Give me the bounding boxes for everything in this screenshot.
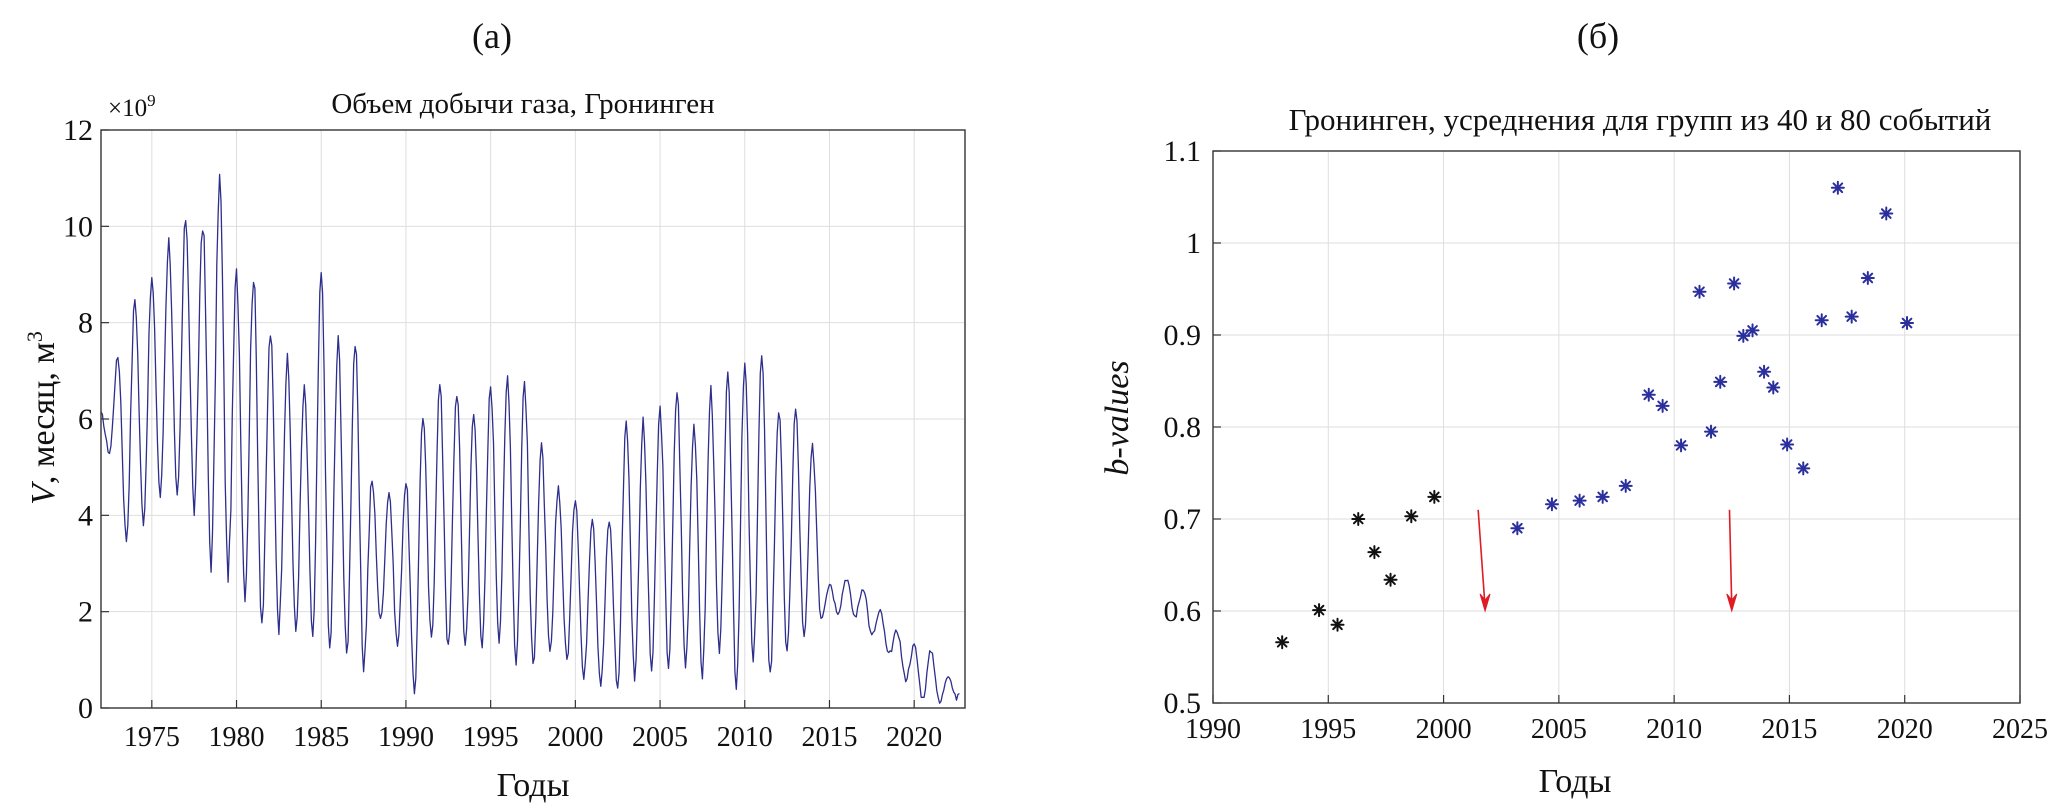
x-tick-label: 2015 <box>801 722 857 753</box>
x-tick-label: 1975 <box>124 722 180 753</box>
annotation-arrow <box>1477 509 1491 613</box>
panel-b-arrows <box>1477 509 1738 613</box>
y-tick-label: 4 <box>78 499 93 532</box>
x-tick-label: 2005 <box>1531 714 1587 745</box>
y-tick-label: 0 <box>78 692 93 725</box>
data-point <box>1544 497 1559 512</box>
x-tick-label: 1990 <box>1185 714 1241 745</box>
y-tick-label: 0.5 <box>1164 687 1202 720</box>
x-tick-label: 2000 <box>1416 714 1472 745</box>
y-tick-label: 8 <box>78 307 93 340</box>
data-point <box>1510 521 1525 536</box>
data-point <box>1860 270 1875 285</box>
panel-b-ticks: 1990 1995 2000 2005 2010 2015 2020 2025 0.5 0.6 0.… <box>1164 135 2049 745</box>
data-point <box>1727 276 1742 291</box>
y-tick-label: 0.8 <box>1164 411 1202 444</box>
data-point <box>1692 284 1707 299</box>
data-point <box>1736 328 1751 343</box>
y-tick-label: 12 <box>63 114 93 147</box>
data-point <box>1745 323 1760 338</box>
data-point <box>1383 572 1398 587</box>
x-tick-label: 1980 <box>209 722 265 753</box>
panel-a-title: Объем добычи газа, Гронинген <box>331 88 714 120</box>
y-tick-label: 1.1 <box>1164 135 1202 168</box>
data-point <box>1655 398 1670 413</box>
x-tick-label: 1995 <box>463 722 519 753</box>
panel-a-ticks: 1975 1980 1985 1990 1995 2000 2005 2010 2015 2020… <box>63 114 942 753</box>
series-line <box>100 173 960 704</box>
data-point <box>1830 180 1845 195</box>
panel-b-series <box>1275 180 1915 650</box>
x-tick-label: 2025 <box>1992 714 2048 745</box>
data-point <box>1618 478 1633 493</box>
y-tick-label: 0.7 <box>1164 503 1202 536</box>
panel-a-series <box>100 173 960 704</box>
x-tick-label: 1985 <box>293 722 349 753</box>
x-tick-label: 1995 <box>1300 714 1356 745</box>
y-tick-label: 2 <box>78 596 93 629</box>
panel-a-grid <box>101 129 965 709</box>
panel-a-y-multiplier: ×109 <box>108 91 156 122</box>
x-tick-label: 2015 <box>1761 714 1817 745</box>
y-tick-label: 6 <box>78 403 93 436</box>
data-point <box>1367 545 1382 560</box>
data-point <box>1900 316 1915 331</box>
annotation-arrow <box>1726 509 1738 613</box>
panel-b-y-label: b-values <box>1099 360 1136 475</box>
panel-a-y-label: V, месяц, м3 <box>22 331 62 505</box>
x-tick-label: 1990 <box>378 722 434 753</box>
x-tick-label: 2010 <box>717 722 773 753</box>
x-tick-label: 2000 <box>547 722 603 753</box>
data-point <box>1641 387 1656 402</box>
data-point <box>1595 489 1610 504</box>
data-point <box>1404 509 1419 524</box>
data-point <box>1814 313 1829 328</box>
panel-a-x-label: Годы <box>497 767 570 804</box>
data-point <box>1757 364 1772 379</box>
data-point <box>1275 635 1290 650</box>
data-point <box>1780 437 1795 452</box>
data-point <box>1572 493 1587 508</box>
data-point <box>1713 374 1728 389</box>
y-tick-label: 0.9 <box>1164 319 1202 352</box>
panel-a: (а) Объем добычи газа, Гронинген 1975 198… <box>22 16 966 804</box>
panel-a-label: (а) <box>472 16 512 56</box>
data-point <box>1312 603 1327 618</box>
panel-b-label: (б) <box>1577 16 1619 56</box>
data-point <box>1674 438 1689 453</box>
data-point <box>1796 461 1811 476</box>
data-point <box>1351 512 1366 526</box>
data-point <box>1330 617 1345 632</box>
data-point <box>1704 424 1719 439</box>
x-tick-label: 2005 <box>632 722 688 753</box>
x-tick-label: 2010 <box>1646 714 1702 745</box>
data-point <box>1766 380 1781 395</box>
x-tick-label: 2020 <box>1877 714 1933 745</box>
data-point <box>1427 489 1442 504</box>
y-tick-label: 10 <box>63 210 93 243</box>
y-tick-label: 1 <box>1186 227 1201 260</box>
panel-b-x-label: Годы <box>1539 763 1612 800</box>
panel-b-title: Гронинген, усреднения для групп из 40 и … <box>1289 102 1992 137</box>
data-point <box>1844 309 1859 324</box>
data-point <box>1879 206 1894 221</box>
panel-b: (б) Гронинген, усреднения для групп из 4… <box>1099 16 2048 800</box>
y-tick-label: 0.6 <box>1164 595 1202 628</box>
x-tick-label: 2020 <box>886 722 942 753</box>
